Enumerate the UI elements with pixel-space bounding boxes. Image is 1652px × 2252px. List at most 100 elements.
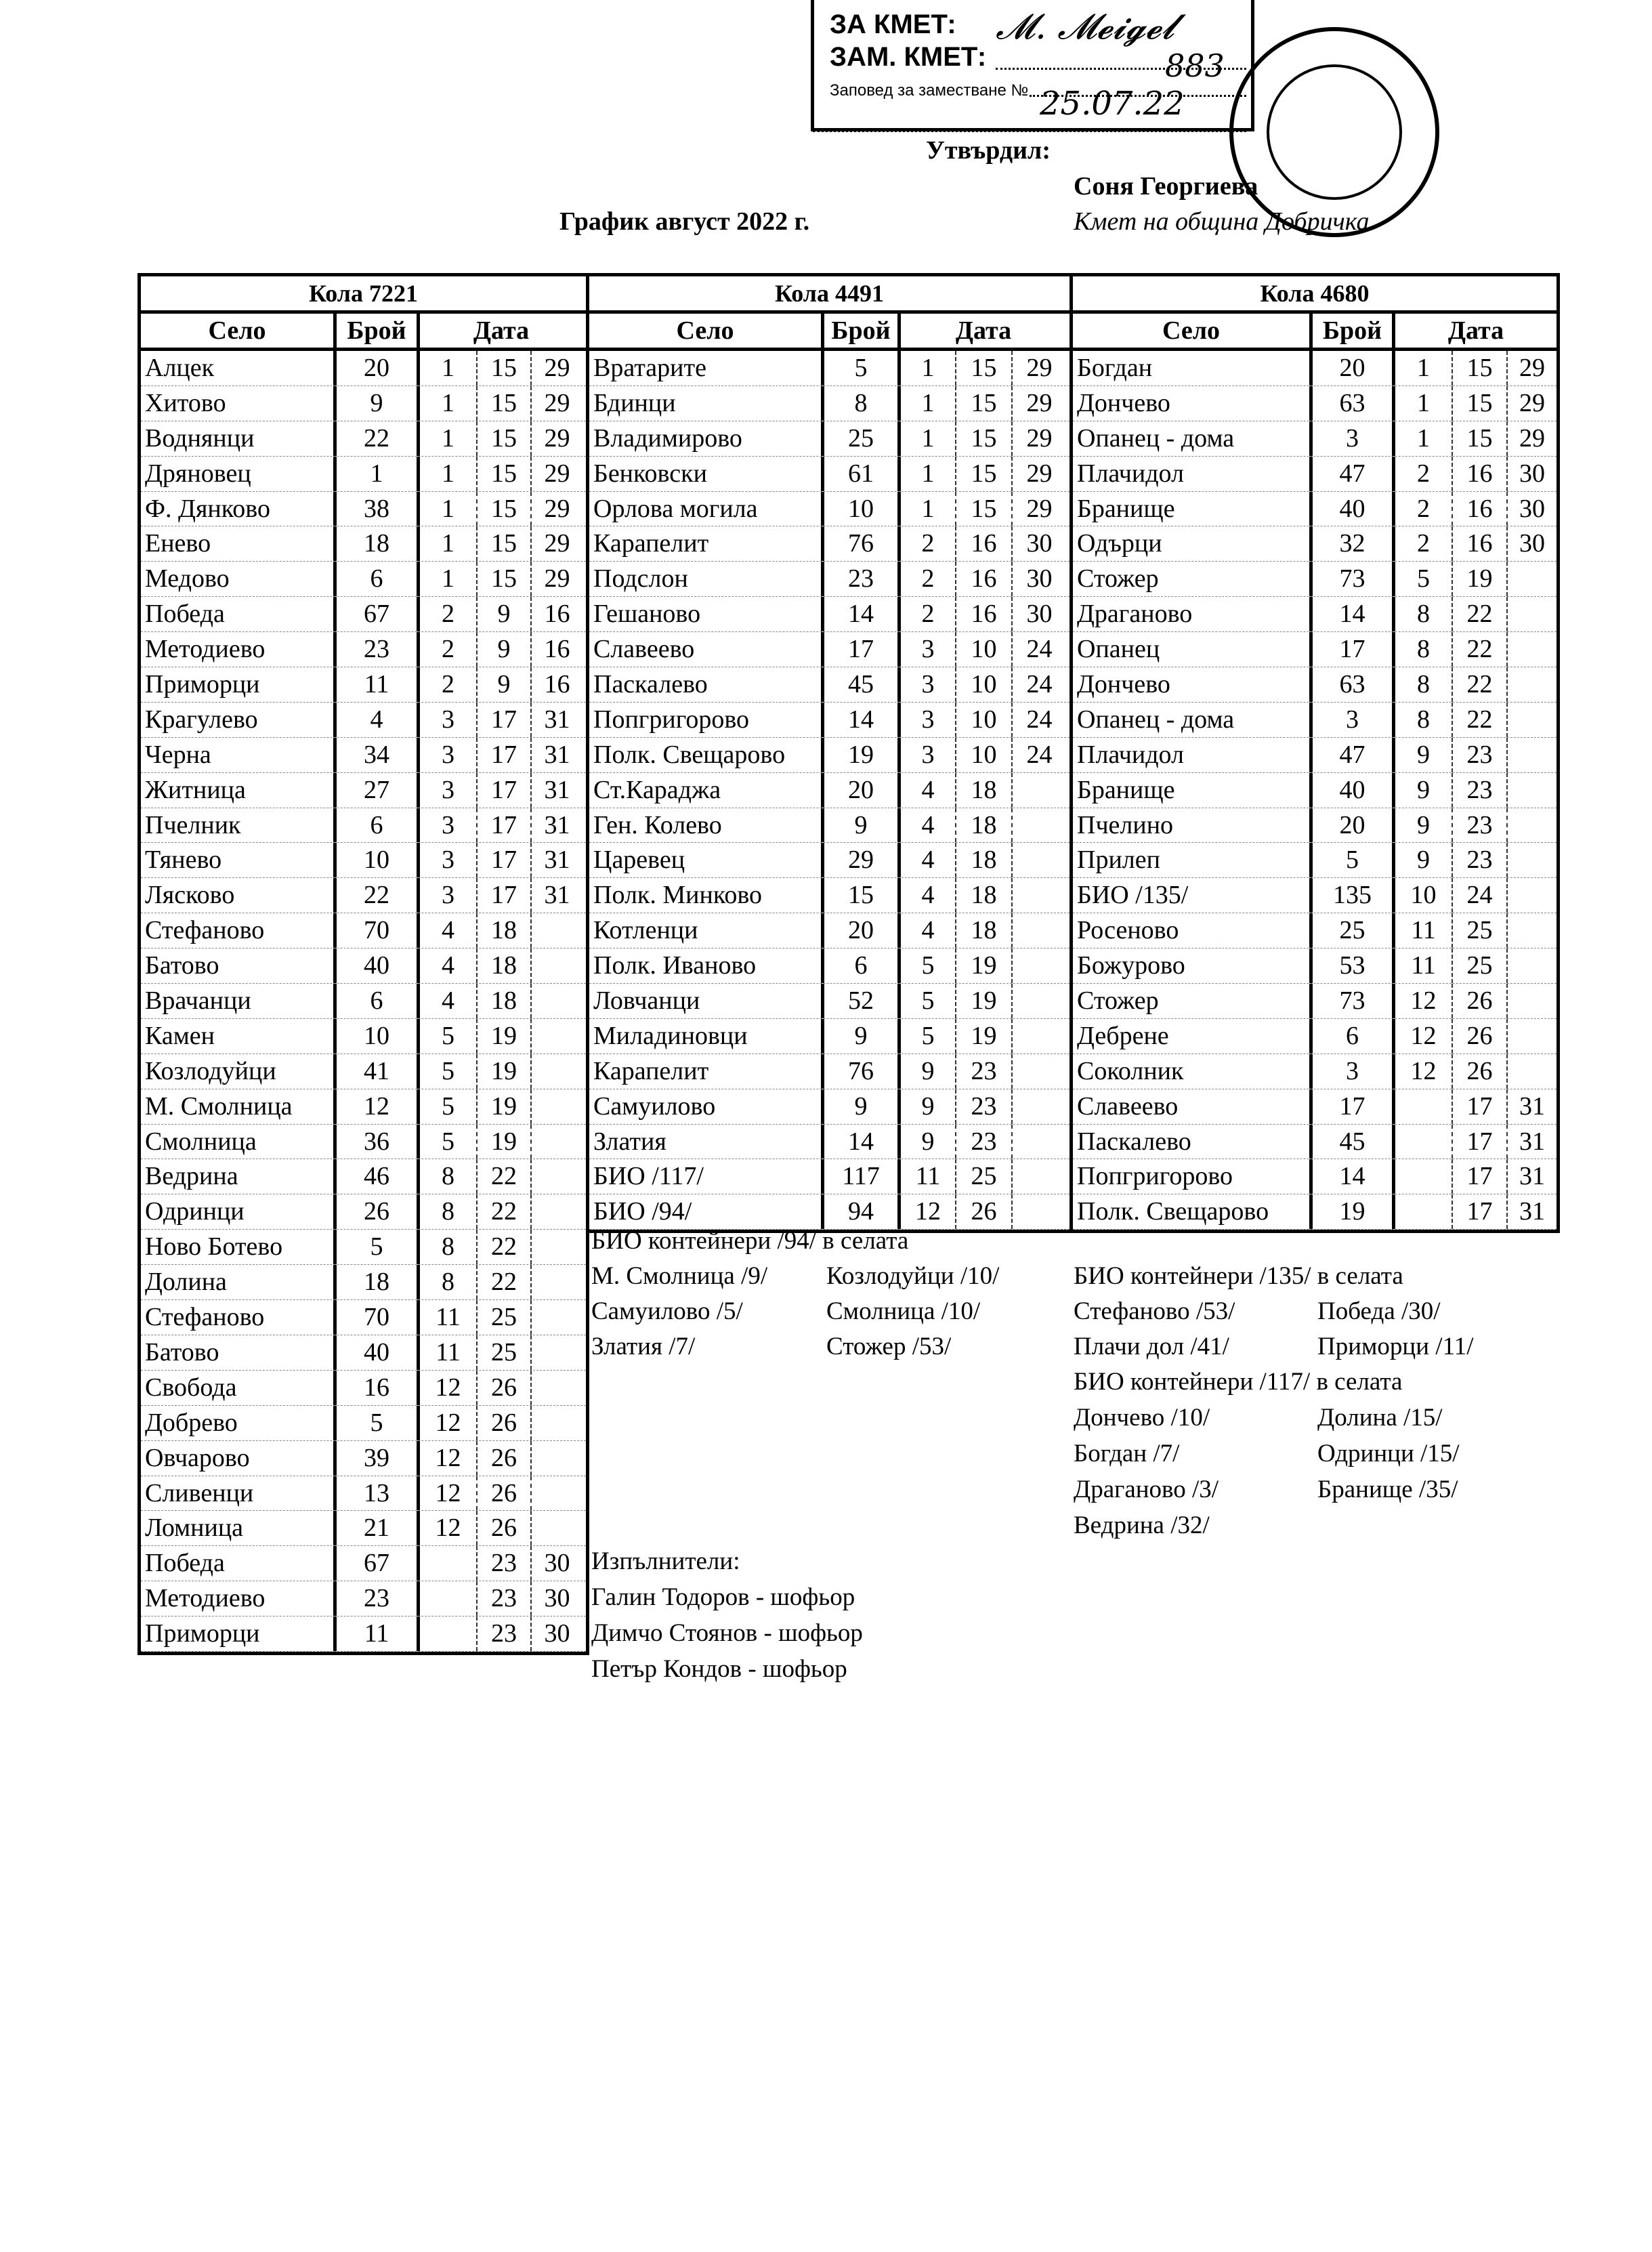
date-cell-3 <box>532 1054 583 1089</box>
village-cell: Одринци <box>141 1194 337 1230</box>
table-row: Смолница 36 5 19 <box>141 1124 586 1160</box>
date-cell-3: 30 <box>1519 529 1545 558</box>
date-cell-1: 3 <box>901 702 956 737</box>
date-cell-2: 22 <box>1453 597 1508 632</box>
date-cell-1 <box>420 1617 478 1651</box>
table-row: Богдан 20 1 15 29 <box>1073 351 1556 386</box>
count-cell: 45 <box>1313 1124 1395 1159</box>
count-cell: 20 <box>1313 808 1395 843</box>
village-cell: Бранище <box>1073 491 1313 526</box>
village-cell: Хитово <box>141 385 337 421</box>
date-cell-3 <box>1508 984 1556 1018</box>
date-cell-1: 3 <box>901 737 956 772</box>
date-cell-2: 26 <box>1453 1018 1508 1054</box>
column-header-date: Дата <box>955 316 1012 345</box>
village-cell: Богдан <box>1073 351 1313 385</box>
count-cell: 40 <box>337 948 420 984</box>
date-cell-2: 16 <box>956 562 1013 597</box>
date-cell-1: 2 <box>1395 456 1453 491</box>
za-kmet-label: ЗА КМЕТ: <box>830 9 956 39</box>
date-cell-2: 10 <box>956 667 1013 702</box>
table-row: Методиево 23 2 9 16 <box>141 632 586 668</box>
count-cell: 21 <box>337 1511 420 1546</box>
date-cell-2: 25 <box>478 1335 532 1370</box>
table-row: Ломница 21 12 26 <box>141 1511 586 1547</box>
date-cell-3: 31 <box>544 740 570 769</box>
date-cell-3 <box>532 1511 583 1545</box>
table-row: Стожер 73 12 26 <box>1073 984 1556 1019</box>
table-row: Драганово 14 8 22 <box>1073 597 1556 633</box>
notes-135-heading: БИО контейнери /135/ в селата <box>1074 1262 1403 1290</box>
approver-title: Кмет на община Добричка <box>1074 207 1370 236</box>
date-cell-1: 12 <box>901 1194 956 1230</box>
count-cell: 15 <box>824 878 901 913</box>
table-row: БИО /135/135 10 24 <box>1073 878 1556 914</box>
date-cell-2: 9 <box>478 597 532 632</box>
village-cell: Миладиновци <box>589 1018 824 1054</box>
date-cell-2: 15 <box>478 456 532 491</box>
date-cell-3 <box>1508 843 1556 877</box>
date-cell-1: 3 <box>420 843 478 878</box>
date-cell-2: 23 <box>1453 808 1508 843</box>
village-cell: Дряновец <box>141 456 337 491</box>
column-header-village: Село <box>1073 314 1313 348</box>
dotted-line <box>813 130 1246 132</box>
village-cell: Славеево <box>589 632 824 667</box>
column-header-count: Брой <box>824 314 901 348</box>
count-cell: 23 <box>337 1581 420 1617</box>
date-cell-3: 29 <box>544 388 570 417</box>
village-cell: Паскалево <box>1073 1124 1313 1159</box>
count-cell: 70 <box>337 913 420 948</box>
table-row: Батово 40 4 18 <box>141 948 586 984</box>
date-cell-2: 23 <box>478 1581 532 1617</box>
count-cell: 73 <box>1313 984 1395 1018</box>
date-cell-1 <box>1395 1089 1453 1124</box>
date-cell-1 <box>1395 1124 1453 1159</box>
approver-name: Соня Георгиева <box>1074 172 1258 201</box>
date-cell-3 <box>1013 1019 1066 1054</box>
village-cell: Полк. Иваново <box>589 948 824 984</box>
date-cell-2: 15 <box>956 491 1013 526</box>
date-cell-1: 4 <box>420 913 478 948</box>
village-cell: Батово <box>141 948 337 984</box>
date-cell-2: 18 <box>956 843 1013 878</box>
date-cell-1: 5 <box>901 948 956 984</box>
date-cell-1: 3 <box>420 772 478 808</box>
date-cell-1: 11 <box>901 1159 956 1194</box>
village-cell: Полк. Минково <box>589 878 824 913</box>
date-cell-2: 22 <box>478 1194 532 1230</box>
date-cell-3: 29 <box>544 423 570 453</box>
count-cell: 14 <box>1313 1159 1395 1194</box>
count-cell: 53 <box>1313 948 1395 984</box>
date-cell-2: 15 <box>478 385 532 421</box>
date-cell-1: 9 <box>901 1124 956 1159</box>
village-cell: Крагулево <box>141 702 337 737</box>
village-cell: Камен <box>141 1018 337 1054</box>
table-row: Ст.Караджа 20 4 18 <box>589 772 1069 808</box>
date-cell-2: 9 <box>478 667 532 702</box>
table-row: Енево 18 1 15 29 <box>141 526 586 562</box>
date-cell-3: 31 <box>1519 1162 1545 1191</box>
table-row: Дряновец 1 1 15 29 <box>141 456 586 492</box>
executor-item: Димчо Стоянов - шофьор <box>591 1619 863 1647</box>
date-cell-2: 15 <box>956 351 1013 385</box>
village-cell: Добрево <box>141 1405 337 1440</box>
table-row: Тянево 10 3 17 31 <box>141 843 586 879</box>
date-cell-2: 15 <box>478 351 532 385</box>
date-cell-3 <box>1508 878 1556 913</box>
date-cell-3 <box>532 1230 583 1264</box>
count-cell: 46 <box>337 1159 420 1194</box>
count-cell: 10 <box>824 491 901 526</box>
date-cell-2: 18 <box>956 808 1013 843</box>
village-cell: Соколник <box>1073 1054 1313 1089</box>
column-header-count: Брой <box>337 314 420 348</box>
date-cell-2: 15 <box>956 421 1013 456</box>
date-cell-3 <box>1013 1054 1066 1089</box>
date-cell-3 <box>532 1125 583 1159</box>
date-cell-2: 15 <box>956 456 1013 491</box>
date-cell-2: 19 <box>478 1089 532 1124</box>
table-row: Одърци 32 2 16 30 <box>1073 526 1556 562</box>
date-cell-2: 16 <box>1453 491 1508 526</box>
village-cell: Драганово <box>1073 597 1313 632</box>
date-cell-1: 3 <box>901 667 956 702</box>
